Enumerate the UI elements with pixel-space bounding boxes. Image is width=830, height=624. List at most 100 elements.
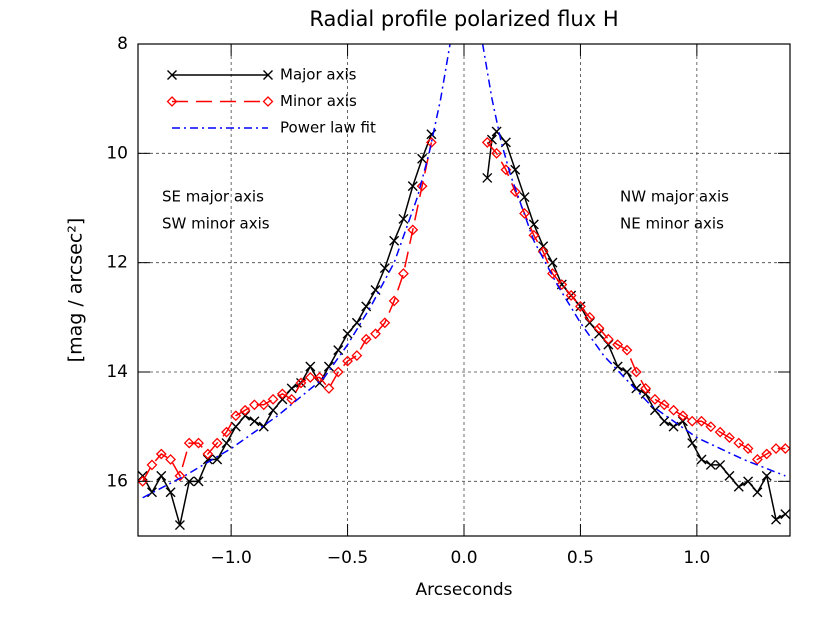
marker-diamond	[779, 443, 790, 454]
marker-diamond	[262, 96, 274, 107]
marker-x	[687, 438, 698, 449]
marker-x	[715, 459, 726, 470]
marker-x	[249, 416, 260, 427]
y-tick-label: 12	[106, 253, 128, 273]
marker-diamond	[714, 426, 726, 438]
marker-x	[268, 405, 279, 416]
y-tick-label: 14	[106, 362, 128, 382]
y-axis-label: [mag / arcsec²]	[65, 218, 87, 363]
annotation: NE minor axis	[620, 215, 724, 233]
marker-x	[622, 367, 632, 377]
marker-x	[417, 153, 428, 164]
annotation: SW minor axis	[162, 215, 270, 233]
marker-diamond	[258, 399, 270, 411]
x-tick-label: 0.0	[450, 548, 477, 568]
marker-x	[752, 487, 763, 498]
marker-x	[500, 137, 511, 148]
legend-label: Major axis	[280, 66, 357, 84]
marker-diamond	[193, 437, 204, 449]
marker-diamond	[640, 382, 652, 394]
marker-x	[486, 134, 497, 145]
x-tick-label: −0.5	[327, 548, 368, 568]
y-tick-label: 10	[106, 143, 128, 163]
marker-diamond	[174, 470, 186, 482]
x-tick-label: 0.5	[567, 548, 594, 568]
chart-title: Radial profile polarized flux H	[309, 7, 618, 31]
marker-x	[146, 487, 157, 498]
marker-x	[305, 361, 316, 372]
marker-x	[389, 235, 400, 246]
marker-x	[138, 470, 148, 481]
marker-x	[156, 470, 167, 481]
marker-diamond	[491, 147, 503, 159]
y-tick-label: 8	[117, 34, 128, 54]
marker-diamond	[649, 393, 661, 405]
marker-x	[696, 454, 707, 465]
marker-diamond	[267, 393, 279, 405]
marker-x	[221, 438, 232, 449]
marker-x	[640, 388, 651, 399]
marker-diamond	[370, 328, 381, 340]
marker-diamond	[565, 290, 577, 301]
marker-diamond	[705, 421, 717, 433]
marker-diamond	[630, 366, 642, 378]
marker-diamond	[407, 224, 419, 236]
marker-x	[612, 361, 623, 372]
marker-diamond	[304, 372, 316, 383]
marker-diamond	[165, 454, 177, 465]
marker-x	[212, 454, 223, 465]
marker-diamond	[519, 208, 530, 219]
marker-x	[584, 317, 595, 328]
marker-x	[174, 520, 185, 531]
marker-diamond	[761, 448, 773, 460]
marker-diamond	[621, 344, 633, 356]
marker-x	[649, 405, 660, 416]
marker-diamond	[323, 382, 335, 394]
legend-label: Power law fit	[280, 119, 376, 137]
marker-x	[263, 70, 273, 80]
marker-diamond	[686, 415, 698, 427]
marker-diamond	[388, 295, 400, 307]
marker-x	[659, 416, 670, 427]
marker-diamond	[575, 300, 586, 312]
legend-label: Minor axis	[280, 92, 357, 110]
marker-diamond	[612, 339, 624, 351]
marker-x	[286, 383, 297, 394]
x-tick-label: 1.0	[683, 548, 710, 568]
marker-diamond	[481, 136, 493, 148]
marker-diamond	[166, 96, 178, 107]
annotation: NW major axis	[620, 188, 729, 206]
series-line	[142, 141, 786, 482]
marker-diamond	[183, 437, 195, 449]
marker-x	[323, 361, 334, 372]
marker-x	[165, 487, 176, 498]
marker-diamond	[314, 372, 326, 383]
x-tick-label: −1.0	[211, 548, 252, 568]
marker-diamond	[677, 410, 689, 422]
marker-x	[631, 383, 642, 394]
marker-diamond	[211, 437, 223, 449]
marker-diamond	[742, 443, 754, 454]
marker-diamond	[398, 268, 409, 280]
marker-diamond	[556, 279, 568, 290]
marker-diamond	[379, 317, 391, 329]
x-axis-label: Arcseconds	[415, 580, 512, 600]
marker-x	[510, 164, 521, 175]
marker-x	[733, 481, 744, 492]
marker-diamond	[155, 448, 167, 460]
annotation: SE major axis	[162, 188, 264, 206]
marker-x	[184, 476, 195, 487]
marker-diamond	[360, 333, 372, 345]
marker-diamond	[138, 475, 149, 487]
series-line	[142, 44, 786, 499]
marker-x	[379, 263, 390, 274]
marker-diamond	[509, 186, 521, 198]
marker-diamond	[733, 437, 745, 449]
marker-x	[771, 514, 782, 525]
marker-diamond	[724, 432, 735, 444]
marker-x	[482, 172, 493, 183]
marker-diamond	[332, 366, 344, 378]
marker-x	[724, 470, 735, 481]
marker-diamond	[547, 268, 558, 280]
